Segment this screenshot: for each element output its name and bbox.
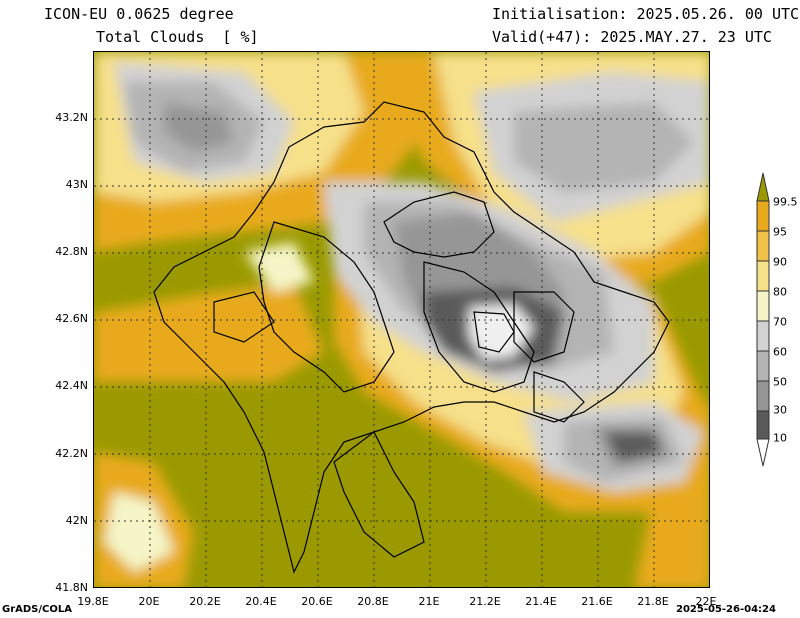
lat-label: 42.4N xyxy=(55,379,88,392)
lon-label: 21.6E xyxy=(581,595,613,608)
colorbar-seg-30 xyxy=(756,380,770,412)
lat-label: 43N xyxy=(65,178,88,191)
valid-time: Valid(+47): 2025.MAY.27. 23 UTC xyxy=(492,28,772,46)
colorbar-seg-50 xyxy=(756,350,770,382)
lon-label: 21E xyxy=(418,595,440,608)
cloud-field xyxy=(94,52,709,587)
footer-timestamp: 2025-05-26-04:24 xyxy=(676,604,776,615)
colorbar-label: 30 xyxy=(773,403,787,417)
lon-label: 21.8E xyxy=(637,595,669,608)
lat-label: 42.6N xyxy=(55,312,88,325)
colorbar-label: 70 xyxy=(773,315,787,329)
lat-label: 43.2N xyxy=(55,111,88,124)
lon-label: 22E xyxy=(695,595,717,608)
colorbar-seg-95 xyxy=(756,200,770,232)
lon-label: 19.8E xyxy=(77,595,109,608)
lat-label: 41.8N xyxy=(55,581,88,594)
cloud-cover-map xyxy=(93,51,710,588)
colorbar-seg-60 xyxy=(756,320,770,352)
colorbar-seg-10 xyxy=(756,410,770,440)
colorbar-seg-80 xyxy=(756,260,770,292)
graticule xyxy=(94,52,709,587)
colorbar-label: 10 xyxy=(773,431,787,445)
colorbar-label: 60 xyxy=(773,345,787,359)
colorbar-label: 80 xyxy=(773,285,787,299)
colorbar-label: 99.5 xyxy=(773,195,798,209)
footer-software-credit: GrADS/COLA xyxy=(2,604,72,615)
colorbar-seg-70 xyxy=(756,290,770,322)
map-title-model: ICON-EU 0.0625 degree xyxy=(44,5,234,23)
lon-label: 20.2E xyxy=(189,595,221,608)
initialisation-time: Initialisation: 2025.05.26. 00 UTC xyxy=(492,5,800,23)
colorbar-label: 50 xyxy=(773,375,787,389)
lat-label: 42N xyxy=(65,514,88,527)
colorbar-label: 90 xyxy=(773,255,787,269)
lon-label: 21.2E xyxy=(469,595,501,608)
map-title-field: Total Clouds [ %] xyxy=(96,28,259,46)
lon-label: 20.4E xyxy=(245,595,277,608)
lon-label: 20E xyxy=(138,595,160,608)
colorbar-top-arrow xyxy=(756,172,770,202)
lon-label: 20.8E xyxy=(357,595,389,608)
lat-label: 42.2N xyxy=(55,447,88,460)
lat-label: 42.8N xyxy=(55,245,88,258)
map-canvas xyxy=(94,52,709,587)
colorbar-label: 95 xyxy=(773,225,787,239)
colorbar-bottom-arrow xyxy=(756,438,770,467)
colorbar-graphic xyxy=(756,172,770,467)
colorbar-seg-90 xyxy=(756,230,770,262)
lon-label: 20.6E xyxy=(301,595,333,608)
lon-label: 21.4E xyxy=(525,595,557,608)
country-borders xyxy=(153,101,670,574)
